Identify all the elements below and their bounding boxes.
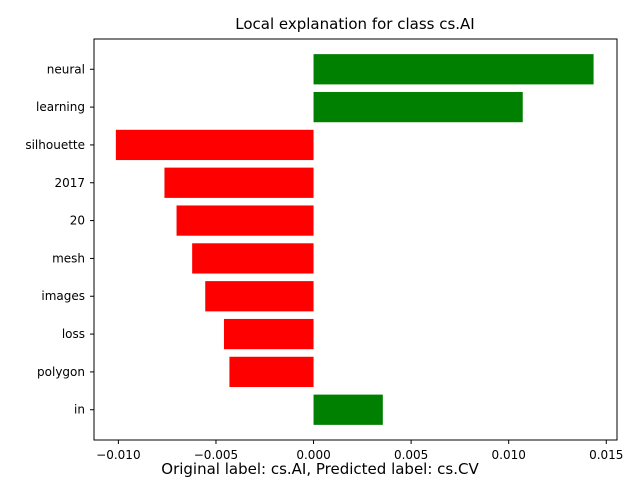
bar-images [205, 281, 314, 312]
bar-learning [313, 91, 523, 123]
bar-20 [176, 205, 314, 236]
bar-loss [223, 318, 314, 350]
bar-polygon [229, 356, 314, 388]
x-tick-label: 0.015 [589, 448, 623, 462]
bar-neural [313, 54, 594, 85]
bar-in [313, 394, 383, 425]
y-tick-label: learning [36, 100, 85, 114]
x-tick-label: −0.005 [194, 448, 238, 462]
chart-caption: Original label: cs.AI, Predicted label: … [161, 460, 479, 478]
bar-mesh [192, 243, 314, 274]
bar-2017 [164, 167, 314, 198]
y-tick-label: images [41, 289, 85, 303]
x-tick-label: 0.010 [492, 448, 526, 462]
y-tick-label: loss [62, 327, 85, 341]
y-tick-label: silhouette [25, 138, 85, 152]
bar-silhouette [115, 129, 314, 161]
x-tick-label: 0.000 [296, 448, 330, 462]
y-tick-label: mesh [52, 251, 85, 265]
y-axis-ticks: neural learning silhouette 2017 20 mesh images… [25, 62, 94, 417]
x-tick-label: 0.005 [394, 448, 428, 462]
y-tick-label: 20 [70, 214, 85, 228]
bars-group [115, 54, 594, 425]
y-tick-label: 2017 [54, 176, 85, 190]
x-tick-label: −0.010 [96, 448, 140, 462]
y-tick-label: in [74, 403, 85, 417]
chart-title: Local explanation for class cs.AI [235, 15, 474, 33]
plot-frame [93, 38, 618, 441]
y-tick-label: neural [47, 62, 85, 76]
x-axis-ticks: −0.010 −0.005 0.000 0.005 0.010 0.015 [96, 440, 623, 462]
y-tick-label: polygon [37, 365, 85, 379]
